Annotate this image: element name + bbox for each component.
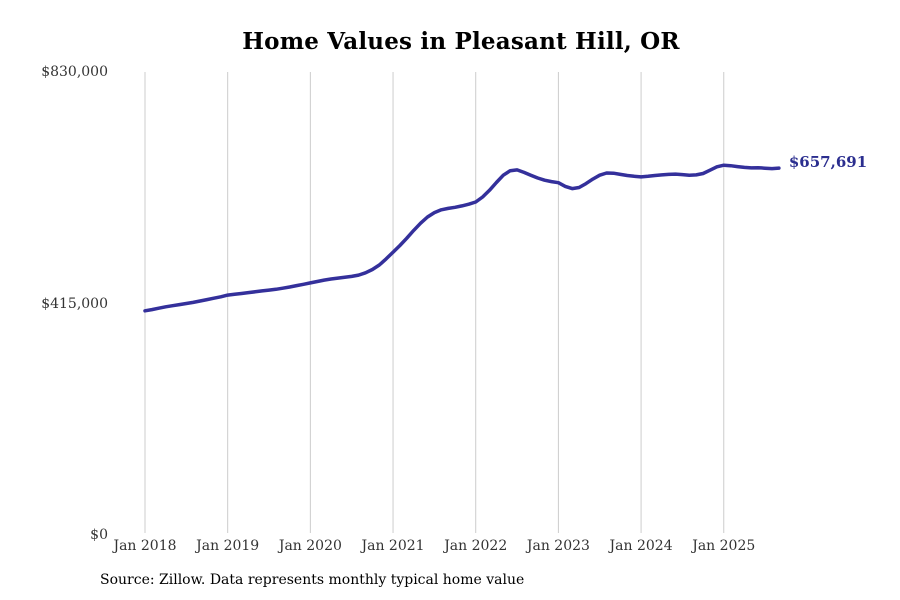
x-tick-label: Jan 2022 <box>444 538 508 554</box>
x-tick-label: Jan 2025 <box>692 538 756 554</box>
x-tick-label: Jan 2019 <box>196 538 260 554</box>
y-tick-label: $415,000 <box>41 295 108 312</box>
x-tick-label: Jan 2018 <box>113 538 177 554</box>
y-tick-label: $0 <box>90 527 108 543</box>
home-value-series-line <box>143 163 781 313</box>
x-tick-label: Jan 2024 <box>609 538 673 554</box>
x-tick-label: Jan 2021 <box>361 538 425 554</box>
y-tick-label: $830,000 <box>41 64 108 80</box>
x-tick-label: Jan 2023 <box>526 538 590 554</box>
x-tick-label: Jan 2020 <box>278 538 342 554</box>
latest-value-label: $657,691 <box>788 153 868 172</box>
source-note: Source: Zillow. Data represents monthly … <box>100 572 525 588</box>
chart-title: Home Values in Pleasant Hill, OR <box>242 28 680 55</box>
